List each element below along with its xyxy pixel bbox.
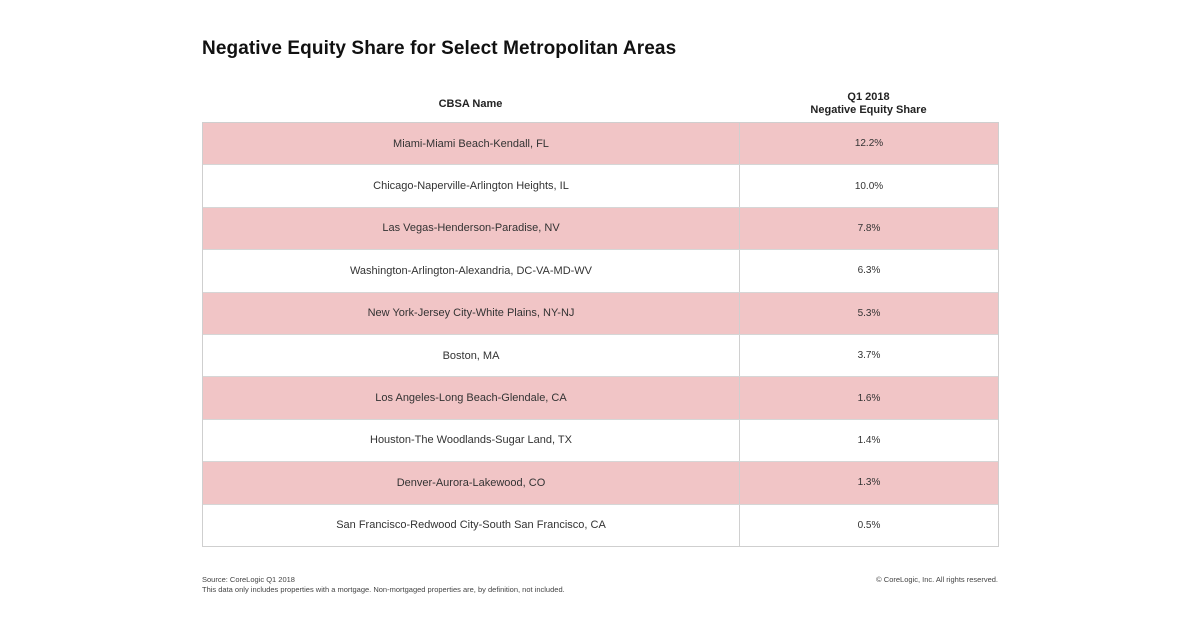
footer-notes: Source: CoreLogic Q1 2018 This data only… (202, 575, 565, 595)
chart-title: Negative Equity Share for Select Metropo… (202, 38, 677, 59)
cell-cbsa-name: Houston-The Woodlands-Sugar Land, TX (203, 419, 740, 462)
cell-negative-equity-share: 1.3% (857, 477, 881, 489)
cell-cbsa-name: Washington-Arlington-Alexandria, DC-VA-M… (203, 250, 740, 292)
cell-cbsa-name: Los Angeles-Long Beach-Glendale, CA (203, 377, 740, 419)
column-header-cbsa-name: CBSA Name (438, 98, 503, 110)
table-row: Las Vegas-Henderson-Paradise, NV 7.8% (203, 206, 998, 250)
cell-negative-equity-share: 1.6% (857, 392, 881, 404)
footer-copyright: © CoreLogic, Inc. All rights reserved. (876, 575, 998, 584)
cell-negative-equity-share: 6.3% (857, 265, 881, 277)
table-header: CBSA Name Q1 2018 Negative Equity Share (202, 86, 998, 123)
cell-cbsa-name: San Francisco-Redwood City-South San Fra… (203, 504, 740, 546)
cell-cbsa-name: Denver-Aurora-Lakewood, CO (203, 462, 740, 504)
footer-source: Source: CoreLogic Q1 2018 (202, 575, 295, 584)
cell-negative-equity-share: 12.2% (854, 138, 884, 150)
cell-negative-equity-share: 3.7% (857, 350, 881, 362)
table-row: Miami-Miami Beach-Kendall, FL 12.2% (203, 122, 998, 165)
data-table: Miami-Miami Beach-Kendall, FL 12.2% Chicag… (202, 122, 999, 547)
cell-cbsa-name: Chicago-Naperville-Arlington Heights, IL (203, 165, 740, 207)
cell-negative-equity-share: 1.4% (857, 434, 881, 446)
cell-negative-equity-share: 10.0% (854, 180, 884, 192)
cell-cbsa-name: Boston, MA (203, 334, 740, 377)
table-row: Los Angeles-Long Beach-Glendale, CA 1.6% (203, 376, 998, 419)
column-header-share-line2: Negative Equity Share (810, 104, 927, 116)
cell-negative-equity-share: 0.5% (857, 519, 881, 531)
table-row: Boston, MA 3.7% (203, 333, 998, 377)
cell-cbsa-name: Las Vegas-Henderson-Paradise, NV (203, 207, 740, 250)
cell-cbsa-name: New York-Jersey City-White Plains, NY-NJ (203, 292, 740, 334)
table-row: Washington-Arlington-Alexandria, DC-VA-M… (203, 249, 998, 292)
cell-cbsa-name: Miami-Miami Beach-Kendall, FL (203, 123, 740, 165)
table-row: San Francisco-Redwood City-South San Fra… (203, 503, 998, 546)
table-row: Houston-The Woodlands-Sugar Land, TX 1.4% (203, 418, 998, 462)
cell-negative-equity-share: 5.3% (857, 307, 881, 319)
column-header-share-line1: Q1 2018 (847, 91, 890, 103)
table-row: Denver-Aurora-Lakewood, CO 1.3% (203, 461, 998, 504)
table-row: Chicago-Naperville-Arlington Heights, IL… (203, 164, 998, 207)
cell-negative-equity-share: 7.8% (857, 222, 881, 234)
footer-note: This data only includes properties with … (202, 585, 565, 594)
column-header-negative-equity-share: Q1 2018 Negative Equity Share (739, 86, 998, 122)
table-row: New York-Jersey City-White Plains, NY-NJ… (203, 291, 998, 334)
